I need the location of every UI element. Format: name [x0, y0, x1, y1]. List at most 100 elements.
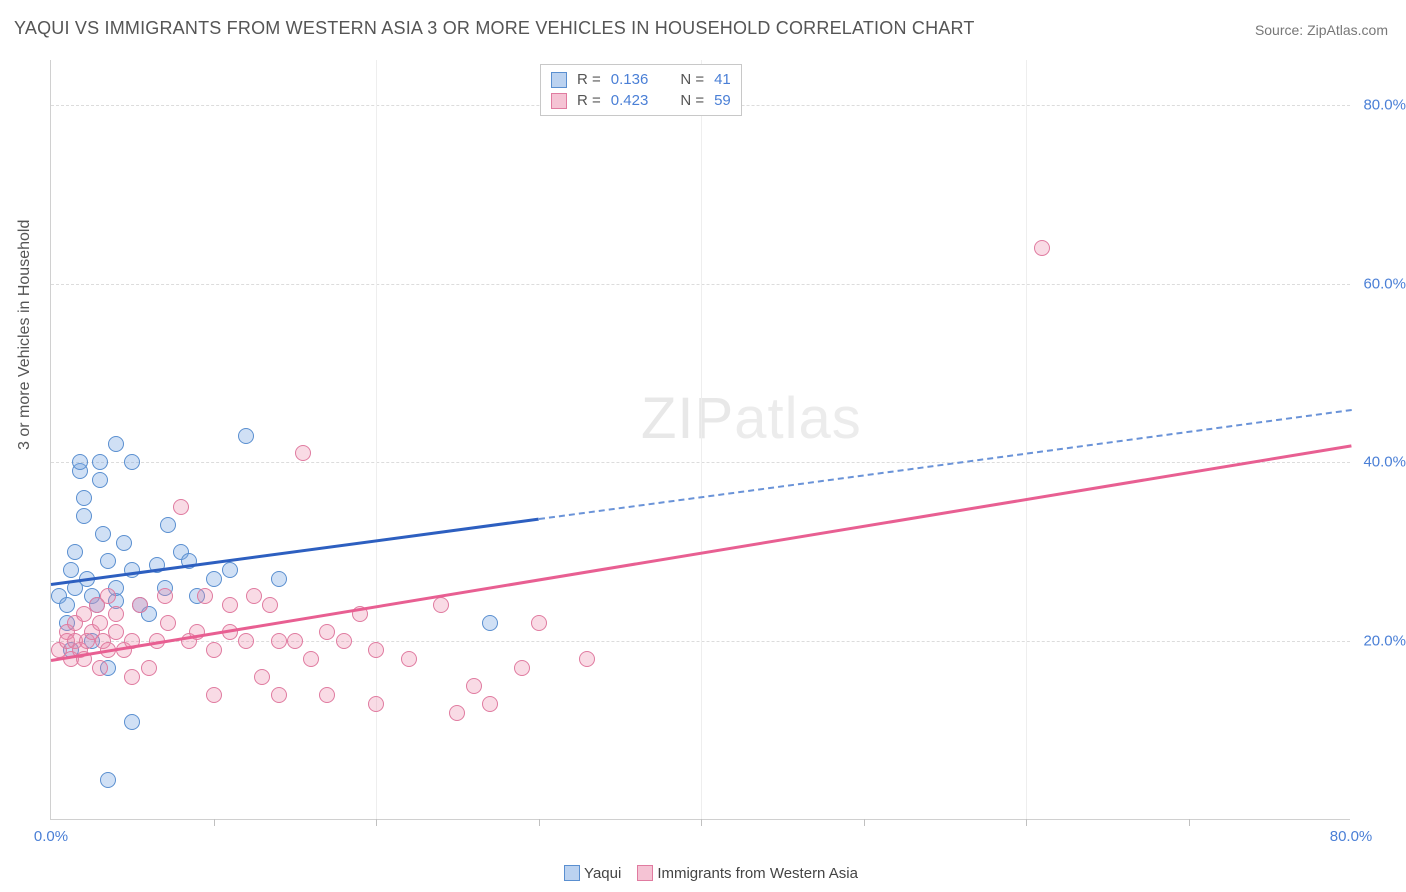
- data-point: [157, 588, 173, 604]
- stat-row: R = 0.423 N = 59: [551, 90, 731, 111]
- data-point: [67, 544, 83, 560]
- data-point: [76, 490, 92, 506]
- data-point: [108, 606, 124, 622]
- data-point: [92, 472, 108, 488]
- legend-swatch: [637, 865, 653, 881]
- data-point: [92, 454, 108, 470]
- data-point: [579, 651, 595, 667]
- data-point: [303, 651, 319, 667]
- r-label: R =: [577, 92, 601, 109]
- x-tick-mark: [376, 819, 377, 826]
- x-tick-mark: [539, 819, 540, 826]
- data-point: [295, 445, 311, 461]
- watermark-bold: ZIP: [641, 386, 734, 451]
- data-point: [466, 678, 482, 694]
- data-point: [514, 660, 530, 676]
- data-point: [72, 454, 88, 470]
- data-point: [271, 571, 287, 587]
- data-point: [401, 651, 417, 667]
- x-tick-mark: [864, 819, 865, 826]
- data-point: [124, 714, 140, 730]
- data-point: [160, 615, 176, 631]
- data-point: [100, 588, 116, 604]
- x-tick-label: 80.0%: [1330, 828, 1373, 845]
- legend-swatch: [551, 72, 567, 88]
- data-point: [206, 642, 222, 658]
- data-point: [262, 597, 278, 613]
- data-point: [197, 588, 213, 604]
- gridline-v: [701, 60, 702, 819]
- data-point: [254, 669, 270, 685]
- data-point: [271, 633, 287, 649]
- y-axis-label: 3 or more Vehicles in Household: [16, 220, 34, 450]
- data-point: [206, 571, 222, 587]
- chart-title: YAQUI VS IMMIGRANTS FROM WESTERN ASIA 3 …: [14, 18, 975, 39]
- n-value: 41: [714, 71, 731, 88]
- y-tick-label: 80.0%: [1354, 96, 1406, 113]
- y-tick-label: 40.0%: [1354, 454, 1406, 471]
- data-point: [1034, 240, 1050, 256]
- data-point: [531, 615, 547, 631]
- data-point: [222, 597, 238, 613]
- data-point: [222, 562, 238, 578]
- data-point: [108, 436, 124, 452]
- data-point: [124, 669, 140, 685]
- data-point: [59, 597, 75, 613]
- data-point: [63, 562, 79, 578]
- legend-swatch: [564, 865, 580, 881]
- data-point: [238, 633, 254, 649]
- data-point: [116, 535, 132, 551]
- scatter-plot: ZIPatlas 20.0%40.0%60.0%80.0%0.0%80.0%: [50, 60, 1350, 820]
- gridline-v: [1026, 60, 1027, 819]
- data-point: [132, 597, 148, 613]
- source-label: Source: ZipAtlas.com: [1255, 22, 1388, 38]
- data-point: [100, 772, 116, 788]
- data-point: [319, 624, 335, 640]
- data-point: [319, 687, 335, 703]
- data-point: [336, 633, 352, 649]
- x-tick-label: 0.0%: [34, 828, 68, 845]
- data-point: [108, 624, 124, 640]
- trend-line: [51, 518, 539, 586]
- data-point: [160, 517, 176, 533]
- data-point: [92, 615, 108, 631]
- data-point: [368, 642, 384, 658]
- data-point: [246, 588, 262, 604]
- n-value: 59: [714, 92, 731, 109]
- data-point: [100, 553, 116, 569]
- x-tick-mark: [701, 819, 702, 826]
- r-value: 0.136: [611, 71, 649, 88]
- legend: Yaqui Immigrants from Western Asia: [0, 865, 1406, 882]
- data-point: [271, 687, 287, 703]
- correlation-stats-box: R = 0.136 N = 41 R = 0.423 N = 59: [540, 64, 742, 116]
- data-point: [482, 696, 498, 712]
- n-label: N =: [680, 71, 704, 88]
- data-point: [482, 615, 498, 631]
- data-point: [124, 454, 140, 470]
- data-point: [206, 687, 222, 703]
- data-point: [76, 508, 92, 524]
- r-value: 0.423: [611, 92, 649, 109]
- data-point: [173, 499, 189, 515]
- data-point: [368, 696, 384, 712]
- y-tick-label: 60.0%: [1354, 275, 1406, 292]
- r-label: R =: [577, 71, 601, 88]
- data-point: [238, 428, 254, 444]
- watermark-thin: atlas: [734, 386, 862, 451]
- legend-label: Immigrants from Western Asia: [657, 865, 858, 882]
- data-point: [95, 526, 111, 542]
- n-label: N =: [680, 92, 704, 109]
- stat-row: R = 0.136 N = 41: [551, 69, 731, 90]
- data-point: [287, 633, 303, 649]
- x-tick-mark: [1026, 819, 1027, 826]
- x-tick-mark: [214, 819, 215, 826]
- legend-label: Yaqui: [584, 865, 621, 882]
- x-tick-mark: [1189, 819, 1190, 826]
- data-point: [141, 660, 157, 676]
- data-point: [92, 660, 108, 676]
- data-point: [449, 705, 465, 721]
- watermark: ZIPatlas: [641, 385, 862, 452]
- data-point: [433, 597, 449, 613]
- legend-swatch: [551, 93, 567, 109]
- y-tick-label: 20.0%: [1354, 633, 1406, 650]
